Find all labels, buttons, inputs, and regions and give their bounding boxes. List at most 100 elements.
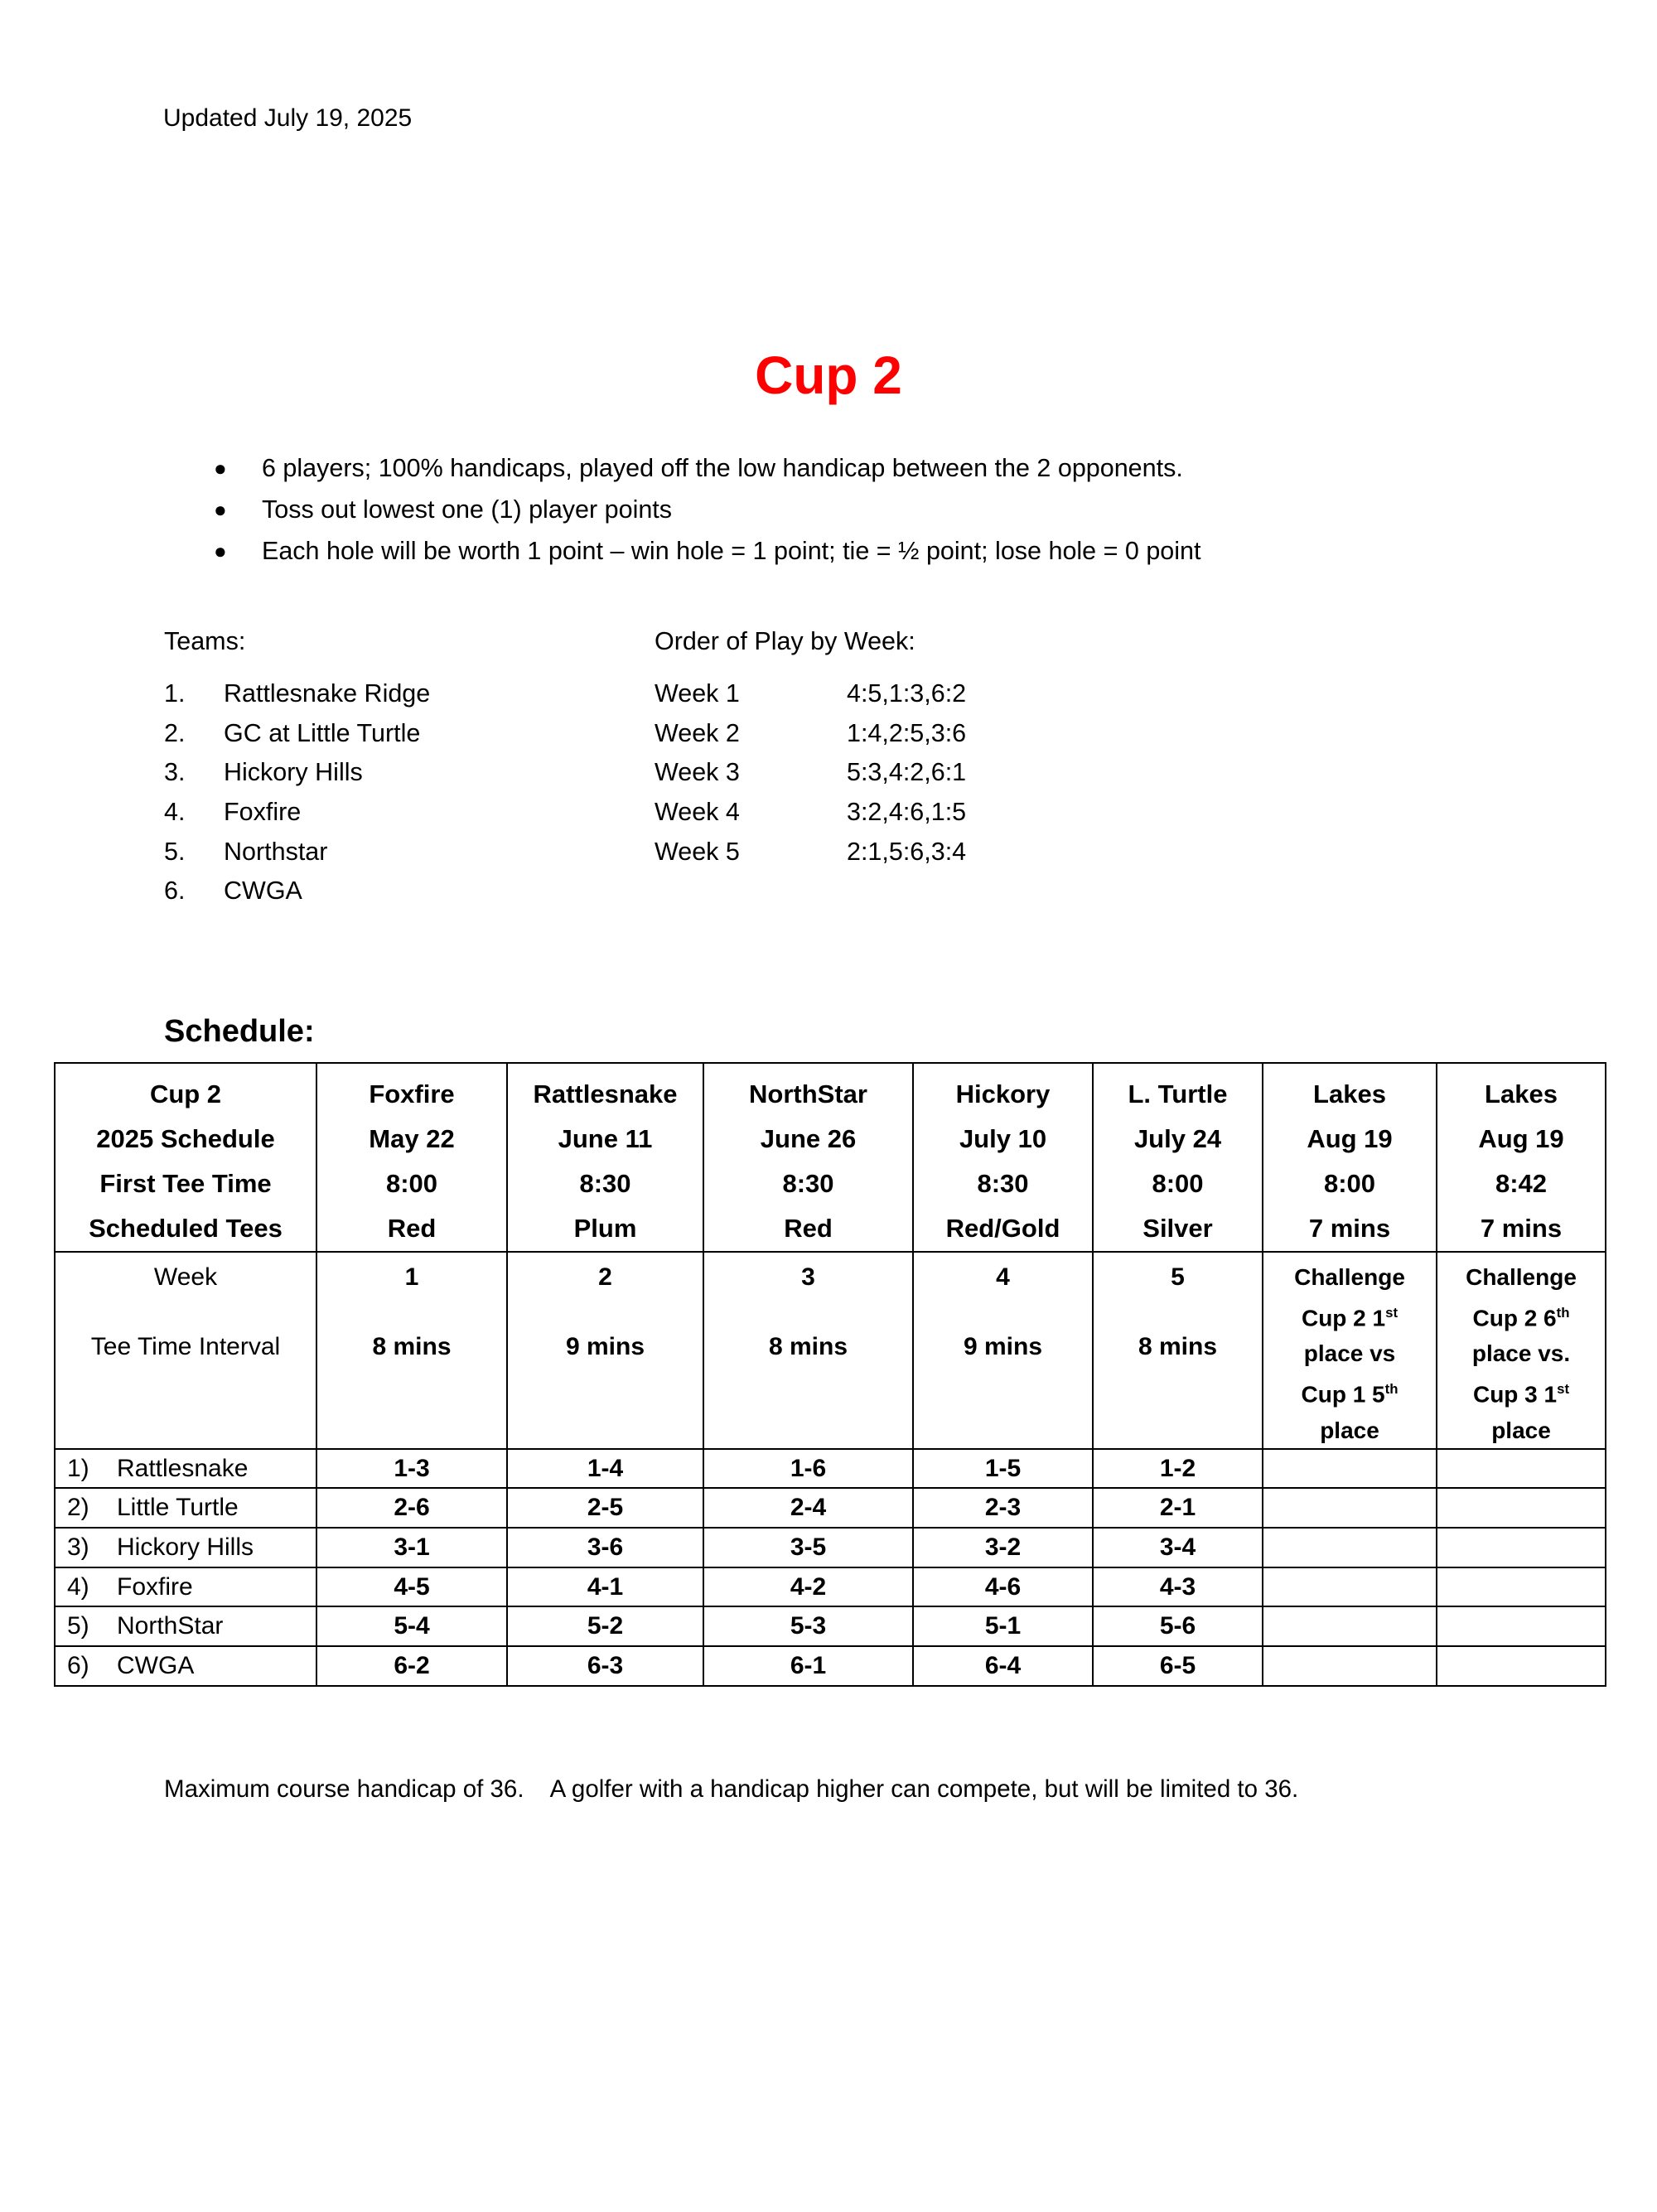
- schedule-data-row: 3) Hickory Hills 3-1 3-6 3-5 3-2 3-4: [54, 1527, 1606, 1568]
- bullet-icon: ●: [214, 497, 227, 522]
- team-number: 6.: [164, 877, 186, 906]
- match-cell: 2-5: [506, 1487, 704, 1529]
- challenge-text: Challenge Cup 2 6th place vs. Cup 3 1st plac…: [1438, 1253, 1604, 1447]
- team-list-item: 3. Hickory Hills: [164, 753, 430, 793]
- order-week-label: Week 3: [655, 758, 740, 787]
- week-interval-cell: 4 9 mins: [912, 1251, 1094, 1450]
- tee-time-interval: 9 mins: [565, 1333, 645, 1360]
- row-team-inner: 4) Foxfire: [56, 1573, 315, 1601]
- match-cell: 3-5: [703, 1527, 914, 1568]
- match-cell: 2-1: [1092, 1487, 1263, 1529]
- team-name: Northstar: [224, 837, 328, 866]
- week-interval-row: Week Tee Time Interval 1 8 mins 2 9 mins 3 8 mi…: [54, 1251, 1606, 1450]
- corner-line: First Tee Time: [99, 1169, 272, 1198]
- venue-date: May 22: [369, 1124, 455, 1153]
- match-cell: 3-1: [316, 1527, 508, 1568]
- venue-header-cell: L. Turtle July 24 8:00 Silver: [1092, 1062, 1263, 1253]
- challenge-text: Challenge Cup 2 1st place vs Cup 1 5th place: [1264, 1253, 1435, 1447]
- match-cell: 4-1: [506, 1566, 704, 1608]
- bullet-text: 6 players; 100% handicaps, played off th…: [262, 454, 1183, 482]
- order-week-row: Week 2 1:4,2:5,3:6: [655, 714, 966, 754]
- empty-cell: [1436, 1566, 1606, 1608]
- order-week-value: 4:5,1:3,6:2: [847, 679, 967, 708]
- week-interval-cell: 5 8 mins: [1092, 1251, 1263, 1450]
- match-cell: 2-4: [703, 1487, 914, 1529]
- challenge-line: place: [1491, 1417, 1551, 1443]
- match-cell: 4-3: [1092, 1566, 1263, 1608]
- tee-time-interval: 8 mins: [372, 1333, 452, 1360]
- team-name: CWGA: [224, 877, 302, 906]
- tee-time-interval: 8 mins: [1138, 1333, 1218, 1360]
- row-team-name: Little Turtle: [117, 1494, 239, 1522]
- venue-tees: Red: [784, 1214, 833, 1243]
- match-cell: 1-6: [703, 1447, 914, 1490]
- schedule-data-row: 2) Little Turtle 2-6 2-5 2-4 2-3 2-1: [54, 1487, 1606, 1529]
- bullet-text: Toss out lowest one (1) player points: [262, 495, 673, 524]
- row-team-name: NorthStar: [117, 1612, 224, 1640]
- row-team-number: 6): [67, 1651, 89, 1679]
- team-name: Rattlesnake Ridge: [224, 679, 431, 708]
- row-team-cell: 1) Rattlesnake: [54, 1447, 317, 1490]
- empty-cell: [1436, 1645, 1606, 1687]
- schedule-data-row: 4) Foxfire 4-5 4-1 4-2 4-6 4-3: [54, 1566, 1606, 1608]
- row-team-inner: 3) Hickory Hills: [56, 1533, 315, 1562]
- page-title: Cup 2: [755, 345, 902, 405]
- row-team-inner: 2) Little Turtle: [56, 1494, 315, 1522]
- venue-tees: 7 mins: [1308, 1214, 1391, 1243]
- row-team-number: 3): [67, 1533, 89, 1561]
- venue-tees: Plum: [573, 1214, 637, 1243]
- row-team-name: CWGA: [117, 1651, 195, 1679]
- order-of-play-heading: Order of Play by Week:: [655, 627, 915, 655]
- schedule-header-row: Cup 2 2025 Schedule First Tee Time Schedule…: [54, 1062, 1606, 1253]
- challenge-line: place vs: [1303, 1340, 1396, 1367]
- match-cell: 1-2: [1092, 1447, 1263, 1490]
- week-number: 5: [1171, 1263, 1185, 1291]
- week-row-label: Week: [153, 1263, 218, 1291]
- venue-name: Foxfire: [369, 1079, 455, 1108]
- row-team-name: Rattlesnake: [117, 1454, 249, 1482]
- match-cell: 5-4: [316, 1606, 508, 1648]
- venue-time: 8:30: [782, 1169, 834, 1198]
- match-cell: 1-5: [912, 1447, 1094, 1490]
- order-week-value: 2:1,5:6,3:4: [847, 837, 967, 866]
- order-week-value: 3:2,4:6,1:5: [847, 798, 967, 827]
- challenge-line: Challenge: [1466, 1264, 1577, 1290]
- match-cell: 6-1: [703, 1645, 914, 1687]
- match-cell: 3-4: [1092, 1527, 1263, 1568]
- row-team-inner: 1) Rattlesnake: [56, 1454, 315, 1483]
- week-number: 4: [996, 1263, 1010, 1291]
- team-list-item: 4. Foxfire: [164, 793, 430, 833]
- tee-time-interval: 9 mins: [963, 1333, 1043, 1360]
- challenge-line: Cup 2 6th: [1472, 1305, 1570, 1331]
- match-cell: 3-6: [506, 1527, 704, 1568]
- venue-header-cell: Foxfire May 22 8:00 Red: [316, 1062, 508, 1253]
- match-cell: 4-6: [912, 1566, 1094, 1608]
- corner-line: Scheduled Tees: [89, 1214, 283, 1243]
- team-number: 2.: [164, 718, 186, 747]
- venue-time: 8:30: [579, 1169, 631, 1198]
- venue-time: 8:30: [977, 1169, 1029, 1198]
- venue-header-cell: NorthStar June 26 8:30 Red: [703, 1062, 914, 1253]
- venue-time: 8:00: [1323, 1169, 1376, 1198]
- venue-time: 8:00: [385, 1169, 438, 1198]
- schedule-data-row: 6) CWGA 6-2 6-3 6-1 6-4 6-5: [54, 1645, 1606, 1687]
- team-name: GC at Little Turtle: [224, 718, 421, 747]
- team-number: 1.: [164, 679, 186, 708]
- match-cell: 5-6: [1092, 1606, 1263, 1648]
- match-cell: 3-2: [912, 1527, 1094, 1568]
- team-list-item: 1. Rattlesnake Ridge: [164, 674, 430, 714]
- bullet-list: ● 6 players; 100% handicaps, played off t…: [214, 454, 1200, 578]
- interval-row-label: Tee Time Interval: [90, 1333, 281, 1360]
- team-number: 5.: [164, 837, 186, 866]
- team-number: 3.: [164, 758, 186, 787]
- venue-time: 8:42: [1495, 1169, 1548, 1198]
- order-of-play-list: Week 1 4:5,1:3,6:2 Week 2 1:4,2:5,3:6 Week 3…: [655, 674, 966, 872]
- row-team-number: 5): [67, 1612, 89, 1640]
- row-team-inner: 5) NorthStar: [56, 1612, 315, 1640]
- empty-cell: [1436, 1606, 1606, 1648]
- teams-section: Teams: 1. Rattlesnake Ridge 2. GC at Little…: [164, 626, 430, 911]
- updated-date: Updated July 19, 2025: [163, 104, 413, 132]
- venue-date: July 24: [1133, 1124, 1222, 1153]
- corner-line: 2025 Schedule: [96, 1124, 275, 1153]
